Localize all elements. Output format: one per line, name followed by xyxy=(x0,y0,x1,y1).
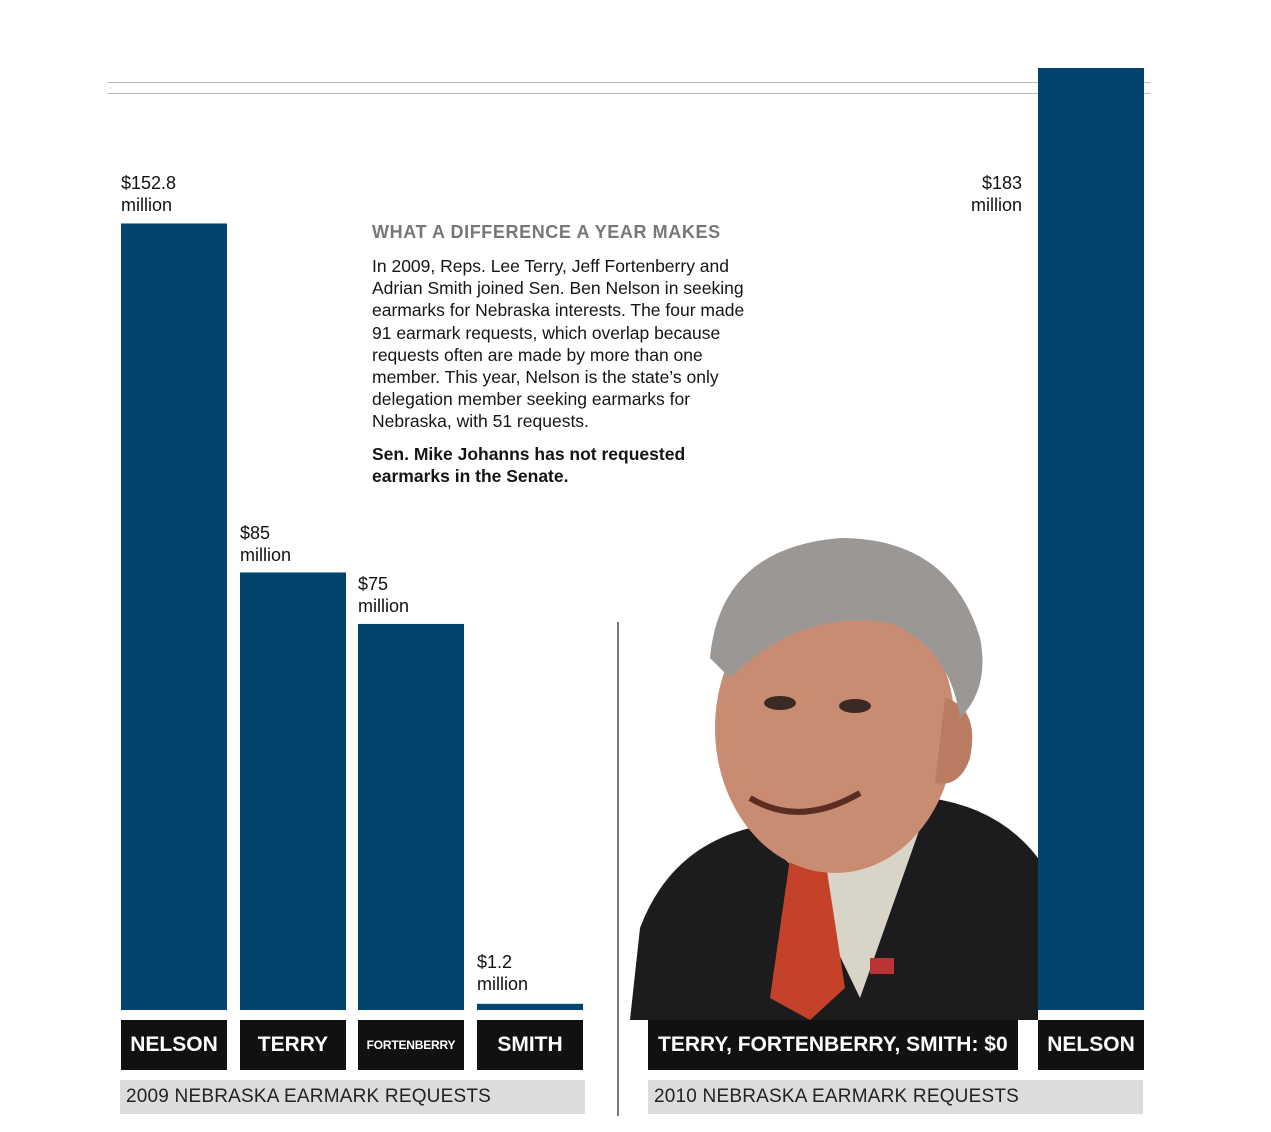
category-label-fortenberry-2009: FORTENBERRY xyxy=(358,1020,464,1070)
value-label-nelson-2010: $183 million xyxy=(940,172,1022,216)
necktie xyxy=(770,858,845,1020)
value-label-fortenberry-2009: $75 million xyxy=(358,573,409,617)
value-label-unit: million xyxy=(358,596,410,616)
value-label-unit: million xyxy=(240,545,292,565)
value-label-amount: $1.2 xyxy=(477,952,513,972)
bar-nelson-2009 xyxy=(121,223,227,1010)
portrait-photo xyxy=(630,538,1038,1020)
category-label-smith-2009: SMITH xyxy=(477,1020,583,1070)
bar-nelson-2010 xyxy=(1038,68,1144,1010)
hair xyxy=(710,538,983,718)
footer-2010: 2010 NEBRASKA EARMARK REQUESTS xyxy=(648,1080,1143,1114)
value-label-amount: $75 xyxy=(358,574,389,594)
right-eye xyxy=(839,699,871,713)
zero-label-2010: TERRY, FORTENBERRY, SMITH: $0 xyxy=(648,1020,1018,1070)
flag-pin xyxy=(870,958,894,974)
value-label-unit: million xyxy=(121,195,173,215)
value-label-unit: million xyxy=(477,974,529,994)
value-label-smith-2009: $1.2 million xyxy=(477,951,528,995)
face xyxy=(715,583,955,873)
value-label-amount: $183 xyxy=(981,173,1022,193)
category-label-nelson-2010: NELSON xyxy=(1038,1020,1144,1070)
smile xyxy=(748,790,862,815)
bar-terry-2009 xyxy=(240,572,346,1010)
value-label-unit: million xyxy=(970,195,1022,215)
left-eye xyxy=(764,696,796,710)
ear xyxy=(935,698,973,784)
note-body: In 2009, Reps. Lee Terry, Jeff Fortenber… xyxy=(372,256,745,432)
category-label-nelson-2009: NELSON xyxy=(121,1020,227,1070)
value-label-amount: $85 xyxy=(240,523,271,543)
year-divider xyxy=(617,622,619,1116)
value-label-nelson-2009: $152.8 million xyxy=(121,172,176,216)
category-label-terry-2009: TERRY xyxy=(240,1020,346,1070)
value-label-amount: $152.8 xyxy=(121,173,177,193)
explanatory-note: WHAT A DIFFERENCE A YEAR MAKES In 2009, … xyxy=(372,222,757,487)
top-rule-2 xyxy=(108,93,1150,94)
bar-smith-2009 xyxy=(477,1003,583,1010)
note-heading: WHAT A DIFFERENCE A YEAR MAKES xyxy=(372,222,721,242)
bar-fortenberry-2009 xyxy=(358,623,464,1010)
note-bold-statement: Sen. Mike Johanns has not requested earm… xyxy=(372,443,686,486)
top-rule-1 xyxy=(108,82,1150,83)
footer-2009: 2009 NEBRASKA EARMARK REQUESTS xyxy=(120,1080,585,1114)
value-label-terry-2009: $85 million xyxy=(240,522,291,566)
